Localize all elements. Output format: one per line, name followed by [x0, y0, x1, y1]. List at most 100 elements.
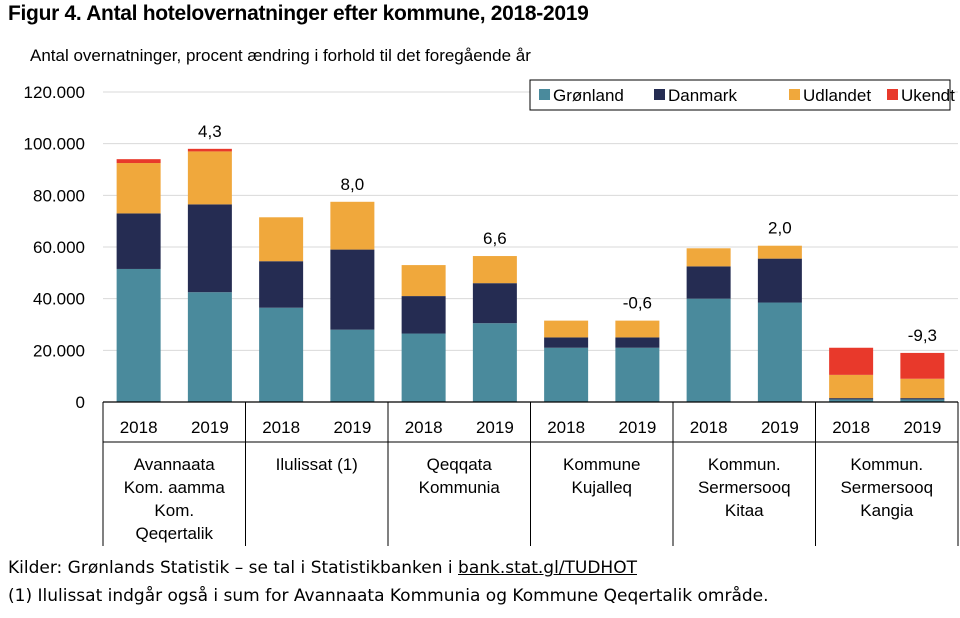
bar-segment [116, 213, 161, 269]
bar-segment [544, 347, 589, 402]
y-tick-label: 80.000 [33, 186, 85, 205]
x-group-label: Kommun. [850, 455, 923, 474]
bar-segment [116, 159, 161, 164]
legend-swatch [539, 89, 550, 100]
bar-segment [757, 258, 802, 303]
bar-segment [401, 265, 446, 297]
sources-prefix: Kilder: Grønlands Statistik – se tal i S… [8, 558, 459, 578]
y-axis-ticks: 0 20.000 40.000 60.000 80.000 100.000 120.000 [24, 83, 85, 412]
bar-segment [187, 292, 232, 402]
bar-segment [401, 296, 446, 334]
bar-segment [900, 399, 945, 402]
legend-label: Grønland [553, 86, 624, 105]
x-year-label: 2018 [547, 418, 585, 437]
x-year-label: 2018 [405, 418, 443, 437]
x-group-label: Kangia [860, 501, 913, 520]
change-label: 6,6 [483, 229, 507, 248]
bar-segment [330, 329, 375, 402]
x-group-label: Kom. [154, 501, 194, 520]
bar-segment [615, 347, 660, 402]
legend-label: Danmark [668, 86, 737, 105]
bar-segment [900, 378, 945, 399]
x-group-label: Sermersooq [698, 478, 791, 497]
y-tick-label: 40.000 [33, 290, 85, 309]
figure-title: Figur 4. Antal hotelovernatninger efter … [8, 2, 589, 25]
gridlines [103, 91, 958, 351]
bar-segment [544, 320, 589, 338]
legend-swatch [887, 89, 898, 100]
bar-segment [259, 217, 304, 262]
bar-segment [686, 266, 731, 299]
bar-segment [829, 347, 874, 375]
x-group-label: Avannaata [134, 455, 216, 474]
footnote: (1) Ilulissat indgår også i sum for Avan… [8, 586, 769, 606]
change-label: 4,3 [198, 122, 222, 141]
bar-segment [686, 248, 731, 267]
x-group-label: Kitaa [725, 501, 764, 520]
bar-segment [187, 204, 232, 293]
bar-segment [187, 151, 232, 205]
bar-segment [116, 268, 161, 402]
bar-segment [757, 302, 802, 402]
x-year-label: 2018 [120, 418, 158, 437]
x-year-label: 2019 [618, 418, 656, 437]
y-tick-label: 100.000 [24, 135, 85, 154]
sources-line: Kilder: Grønlands Statistik – se tal i S… [8, 554, 769, 582]
y-tick-label: 120.000 [24, 83, 85, 102]
x-group-label: Sermersooq [840, 478, 933, 497]
stacked-bar-chart: Antal overnatninger, procent ændring i f… [24, 46, 959, 546]
legend-swatch [789, 89, 800, 100]
x-year-label: 2019 [333, 418, 371, 437]
x-group-label: Ilulissat (1) [276, 455, 358, 474]
bar-segment [829, 398, 874, 400]
x-group-label: Kommunia [419, 478, 501, 497]
bar-segment [686, 298, 731, 402]
bar-segment [615, 320, 660, 338]
sources-note: Kilder: Grønlands Statistik – se tal i S… [8, 554, 769, 610]
chart-subtitle: Antal overnatninger, procent ændring i f… [30, 46, 531, 65]
bar-segment [259, 307, 304, 402]
x-year-label: 2018 [832, 418, 870, 437]
legend-swatch [654, 89, 665, 100]
change-label: 2,0 [768, 219, 792, 238]
legend-label: Ukendt [901, 86, 955, 105]
bar-segment [330, 201, 375, 250]
legend: Grønland Danmark Udlandet Ukendt [529, 79, 955, 111]
x-group-label: Kommune [563, 455, 640, 474]
change-labels: 4,3 8,0 6,6 -0,6 2,0 -9,3 [198, 122, 937, 345]
bar-segment [116, 163, 161, 214]
x-group-label: Qeqertalik [136, 524, 214, 543]
x-year-label: 2018 [690, 418, 728, 437]
x-group-label: Kommun. [708, 455, 781, 474]
bar-segment [757, 245, 802, 259]
bar-segment [187, 148, 232, 152]
x-year-label: 2018 [262, 418, 300, 437]
bar-segment [900, 352, 945, 379]
x-year-label: 2019 [191, 418, 229, 437]
bar-segment [401, 333, 446, 402]
x-group-label: Kom. aamma [124, 478, 226, 497]
y-tick-label: 60.000 [33, 238, 85, 257]
legend-box [529, 79, 951, 111]
x-year-label: 2019 [903, 418, 941, 437]
change-label: 8,0 [341, 175, 365, 194]
legend-label: Udlandet [803, 86, 871, 105]
bar-segment [615, 337, 660, 348]
bar-segment [829, 374, 874, 399]
bars [116, 148, 945, 402]
bar-segment [472, 323, 517, 402]
x-group-label: Qeqqata [427, 455, 493, 474]
y-tick-label: 0 [76, 393, 85, 412]
statbank-link[interactable]: bank.stat.gl/TUDHOT [458, 558, 637, 578]
change-label: -9,3 [908, 326, 937, 345]
bar-segment [472, 283, 517, 324]
x-year-label: 2019 [476, 418, 514, 437]
bar-segment [472, 256, 517, 284]
bar-segment [900, 398, 945, 400]
change-label: -0,6 [623, 294, 652, 313]
bar-segment [330, 249, 375, 330]
y-tick-label: 20.000 [33, 341, 85, 360]
bar-segment [829, 399, 874, 402]
x-year-label: 2019 [761, 418, 799, 437]
x-axis: 2018 2019 Avannaata Kom. aamma Kom. Qeqertali… [102, 401, 959, 546]
